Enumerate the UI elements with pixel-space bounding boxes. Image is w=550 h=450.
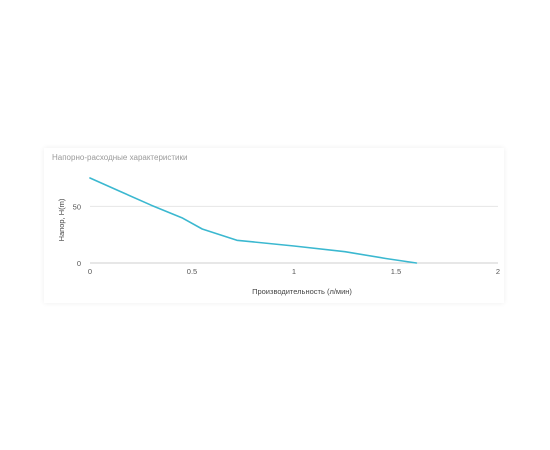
y-axis-label: Напор, H(m) [57,198,66,241]
chart-container: Напорно-расходные характеристики 0 50 0 0.5… [44,148,504,303]
ticks-layer: 0 50 0 0.5 1 1.5 2 [73,202,500,276]
y-tick-label: 50 [73,202,81,211]
series-line [89,177,418,264]
chart-svg: Напорно-расходные характеристики 0 50 0 0.5… [52,153,500,296]
series-layer [89,177,418,264]
x-tick-label: 0.5 [187,267,197,276]
chart-title: Напорно-расходные характеристики [52,153,187,162]
y-tick-label: 0 [77,259,81,268]
x-tick-label: 1.5 [391,267,401,276]
x-tick-label: 2 [496,267,500,276]
x-tick-label: 1 [292,267,296,276]
x-tick-label: 0 [88,267,92,276]
x-axis-label: Производительность (л/мин) [252,287,352,296]
